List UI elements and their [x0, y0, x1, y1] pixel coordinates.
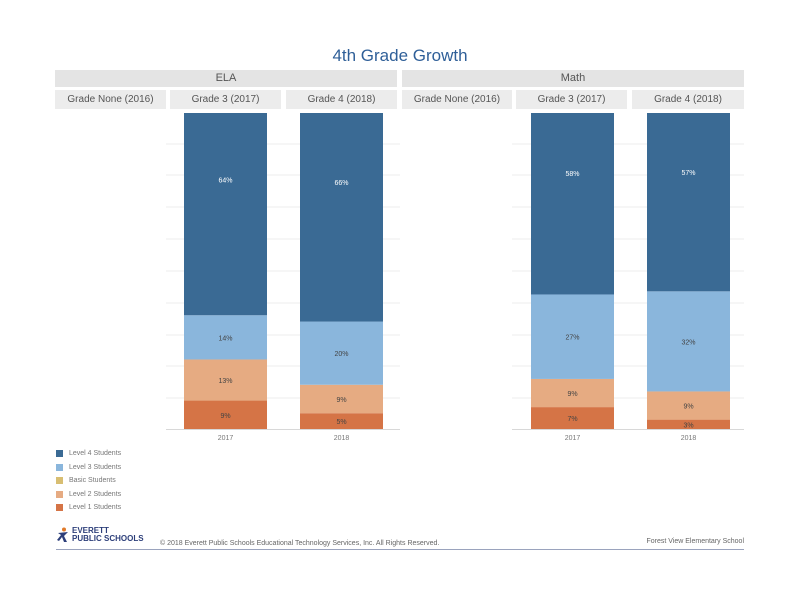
bar-segment-math-2018-level2 — [647, 391, 730, 420]
ela-col-2017: Grade 3 (2017) — [170, 90, 281, 109]
legend-label: Level 1 Students — [69, 504, 122, 511]
math-col-2017: Grade 3 (2017) — [516, 90, 627, 109]
legend-item: Level 1 Students — [56, 501, 121, 514]
bar-segment-ela-2018-level4 — [300, 113, 383, 322]
x-tick-label: 2018 — [334, 435, 350, 442]
data-label: 58% — [565, 171, 579, 178]
data-label: 57% — [681, 170, 695, 177]
logo-figure-icon — [57, 527, 68, 542]
logo-line1: EVERETT — [72, 526, 109, 535]
data-label: 9% — [336, 397, 346, 404]
math-col-2018: Grade 4 (2018) — [632, 90, 744, 109]
legend-swatch — [56, 463, 63, 471]
everett-logo: EVERETT PUBLIC SCHOOLS — [56, 527, 144, 543]
ela-col-2018: Grade 4 (2018) — [286, 90, 397, 109]
data-label: 9% — [220, 413, 230, 420]
math-col-2016: Grade None (2016) — [402, 90, 512, 109]
legend-item: Level 3 Students — [56, 461, 121, 474]
legend-item: Basic Students — [56, 474, 121, 487]
data-label: 9% — [683, 404, 693, 411]
data-label: 20% — [334, 351, 348, 358]
legend: Level 4 Students Level 3 Students Basic St… — [56, 447, 121, 515]
data-label: 7% — [567, 416, 577, 423]
bar-segment-math-2018-level4 — [647, 113, 730, 292]
data-label: 3% — [683, 422, 693, 429]
data-label: 64% — [218, 178, 232, 185]
bar-segment-ela-2017-level4 — [184, 113, 267, 316]
bar-segment-math-2018-level3 — [647, 291, 730, 392]
legend-swatch — [56, 490, 63, 498]
bar-segment-ela-2018-level1 — [300, 413, 383, 429]
panel-header-math: Math — [402, 70, 744, 87]
bar-segment-math-2017-level1 — [531, 407, 614, 429]
footer-divider — [56, 549, 744, 550]
data-label: 32% — [681, 339, 695, 346]
bar-segment-math-2017-level2 — [531, 378, 614, 408]
copyright-text: © 2018 Everett Public Schools Educationa… — [160, 540, 440, 547]
logo-line2: PUBLIC SCHOOLS — [72, 534, 144, 543]
bar-segment-math-2018-level1 — [647, 419, 730, 429]
data-label: 66% — [334, 180, 348, 187]
bar-segment-ela-2018-level3 — [300, 321, 383, 385]
legend-item: Level 2 Students — [56, 488, 121, 501]
legend-swatch — [56, 477, 63, 484]
ela-col-2016: Grade None (2016) — [55, 90, 166, 109]
page-title: 4th Grade Growth — [332, 46, 468, 65]
data-label: 9% — [567, 391, 577, 398]
legend-swatch — [56, 450, 63, 457]
bar-segment-ela-2017-level1 — [184, 400, 267, 429]
data-label: 13% — [218, 378, 232, 385]
data-label: 27% — [565, 335, 579, 342]
legend-label: Level 3 Students — [69, 463, 122, 471]
data-label: 5% — [336, 419, 346, 426]
data-label: 14% — [218, 335, 232, 342]
x-tick-label: 2017 — [565, 435, 581, 442]
legend-label: Level 2 Students — [69, 490, 122, 498]
bar-segment-math-2017-level4 — [531, 113, 614, 295]
panel-header-ela: ELA — [55, 70, 397, 87]
bar-segment-ela-2018-level2 — [300, 384, 383, 414]
legend-swatch — [56, 504, 63, 511]
bar-segment-ela-2017-level2 — [184, 359, 267, 401]
bar-segment-ela-2017-level3 — [184, 315, 267, 360]
x-tick-label: 2017 — [218, 435, 234, 442]
legend-label: Basic Students — [69, 477, 116, 484]
school-name: Forest View Elementary School — [646, 538, 744, 545]
legend-label: Level 4 Students — [69, 450, 122, 457]
bar-segment-math-2017-level3 — [531, 294, 614, 379]
x-tick-label: 2018 — [681, 435, 697, 442]
legend-item: Level 4 Students — [56, 447, 121, 460]
